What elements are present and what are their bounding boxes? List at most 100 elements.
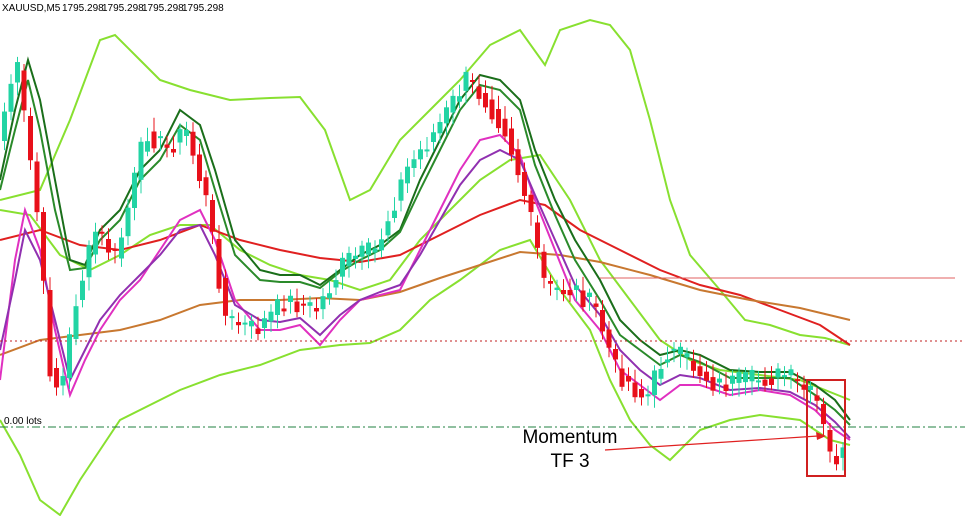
- candle-body: [229, 316, 235, 319]
- candle-body: [301, 303, 306, 306]
- candle-body: [158, 136, 163, 139]
- candle-body: [2, 111, 7, 141]
- candle-body: [593, 303, 599, 307]
- candle-body: [288, 295, 293, 302]
- candle-body: [281, 308, 287, 312]
- candle-body: [268, 311, 274, 322]
- candle-body: [444, 107, 449, 124]
- candle-body: [164, 144, 170, 148]
- candle-body: [613, 349, 618, 360]
- price: 1795.298: [142, 3, 184, 14]
- candle-body: [827, 430, 833, 452]
- candle-body: [145, 141, 150, 152]
- candle-body: [619, 368, 625, 387]
- moving-average-purple: [0, 148, 851, 439]
- candle-body: [775, 368, 781, 378]
- moving-average-brown: [0, 250, 851, 356]
- candle-body: [379, 239, 384, 251]
- candle-body: [54, 368, 59, 388]
- candle-body: [93, 231, 98, 255]
- candle-body: [476, 86, 482, 99]
- candle-body: [658, 368, 664, 379]
- candle-body: [60, 376, 66, 386]
- candle-body: [242, 322, 248, 325]
- candle-body: [431, 132, 436, 142]
- candle-body: [671, 348, 677, 351]
- candle-body: [606, 329, 612, 348]
- candle-body: [132, 172, 137, 208]
- candle-body: [762, 379, 768, 386]
- candle-body: [210, 200, 215, 232]
- candle-body: [333, 280, 339, 288]
- candle-body: [821, 404, 826, 425]
- candle-body: [346, 252, 352, 266]
- candle-body: [119, 237, 124, 259]
- candle-body: [652, 370, 657, 395]
- candle-body: [840, 447, 846, 458]
- candle-body: [249, 320, 254, 327]
- symbol: XAUUSD,M5: [2, 3, 61, 14]
- candle-body: [216, 239, 222, 289]
- candle-body: [788, 369, 794, 376]
- candle-body: [795, 379, 800, 382]
- candle-body: [587, 292, 592, 297]
- candle-body: [645, 394, 651, 397]
- candle-body: [450, 95, 456, 113]
- candle-body: [808, 385, 813, 390]
- price: 1795.298: [182, 3, 224, 14]
- candle-body: [769, 378, 774, 385]
- candle-body: [600, 310, 605, 332]
- candle-body: [340, 257, 345, 277]
- candle-body: [359, 245, 365, 257]
- candle-body: [509, 128, 514, 155]
- candle-body: [171, 149, 176, 153]
- candle-body: [834, 456, 839, 465]
- candle-body: [106, 239, 111, 253]
- candle-body: [730, 375, 735, 384]
- candle-body: [385, 221, 391, 236]
- candle-body: [262, 318, 267, 328]
- candle-body: [314, 308, 319, 312]
- candle-body: [190, 131, 196, 156]
- candle-body: [574, 285, 579, 290]
- candle-body: [125, 207, 131, 237]
- candle-body: [548, 281, 553, 284]
- arrow-head: [816, 432, 826, 440]
- moving-average-magenta: [0, 133, 851, 441]
- arrow-line: [604, 435, 819, 451]
- candle-body: [515, 149, 521, 176]
- candle-body: [697, 366, 703, 377]
- candle-body: [704, 371, 709, 381]
- price: 1795.298: [102, 3, 144, 14]
- candle-body: [678, 346, 683, 354]
- candle-body: [405, 166, 410, 184]
- candle-body: [8, 83, 14, 112]
- candle-body: [626, 376, 631, 382]
- candle-body: [223, 278, 228, 316]
- candle-body: [541, 251, 547, 278]
- candle-body: [814, 395, 820, 401]
- candle-body: [307, 302, 313, 306]
- candle-body: [522, 172, 527, 196]
- candle-body: [749, 369, 755, 382]
- candle-body: [801, 384, 807, 390]
- candle-body: [372, 248, 378, 253]
- candle-body: [717, 378, 722, 383]
- moving-average-green: [0, 79, 851, 426]
- price: 1795.298: [62, 3, 104, 14]
- candle-body: [535, 222, 540, 248]
- candle-body: [294, 301, 300, 313]
- candle-body: [15, 62, 20, 83]
- candle-body: [184, 129, 189, 136]
- candle-body: [112, 248, 118, 251]
- candle-body: [665, 359, 670, 363]
- candle-body: [275, 299, 280, 315]
- candle-body: [463, 71, 469, 91]
- candle-body: [457, 96, 462, 102]
- candle-body: [47, 290, 53, 377]
- candle-body: [411, 159, 417, 168]
- candle-body: [203, 177, 209, 196]
- candle-body: [177, 129, 183, 143]
